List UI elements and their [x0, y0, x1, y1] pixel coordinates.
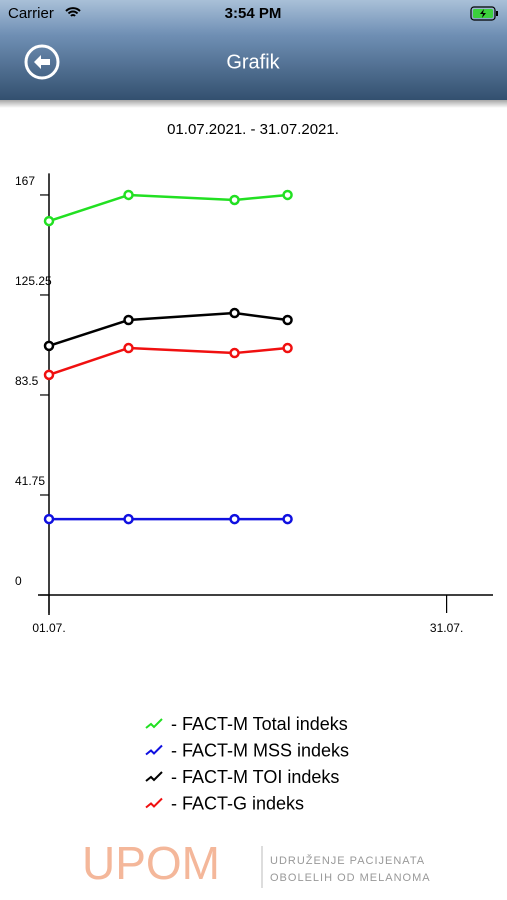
chart-subtitle: 01.07.2021. - 31.07.2021.	[167, 121, 339, 138]
data-point	[282, 314, 293, 326]
data-point	[123, 189, 134, 201]
legend-icon	[145, 771, 163, 782]
data-point	[229, 194, 240, 206]
legend-icon	[145, 797, 163, 809]
y-tick-label: 41.75	[15, 474, 45, 488]
time: 3:54 PM	[225, 5, 282, 22]
y-tick-label: 83.5	[15, 374, 39, 388]
data-point	[43, 215, 55, 227]
data-point	[43, 340, 55, 352]
data-point	[43, 369, 55, 381]
legend-label: - FACT-M MSS indeks	[171, 740, 349, 760]
series-line	[48, 193, 288, 223]
header-title: Grafik	[226, 51, 280, 73]
logo-line: OBOLELIH OD MELANOMA	[270, 872, 431, 884]
logo-line: UDRUŽENJE PACIJENATA	[270, 854, 425, 867]
logo-name: UPOM	[82, 837, 220, 889]
data-point	[229, 307, 240, 319]
legend-label: - FACT-G indeks	[171, 793, 304, 813]
data-point	[229, 513, 240, 525]
data-point	[123, 513, 134, 525]
header-bar	[0, 0, 507, 100]
wifi-icon	[65, 7, 81, 17]
x-tick-label: 31.07.	[430, 621, 463, 635]
data-point	[282, 189, 293, 201]
data-point	[282, 513, 293, 525]
data-point	[123, 342, 134, 354]
data-point	[43, 513, 55, 525]
battery-icon	[470, 6, 498, 21]
y-tick-label: 125.25	[15, 274, 52, 288]
legend-label: - FACT-M TOI indeks	[171, 767, 339, 787]
carrier: Carrier	[8, 5, 54, 22]
x-tick-label: 01.07.	[32, 621, 65, 635]
header-shadow	[0, 100, 507, 108]
y-tick-label: 0	[15, 574, 22, 588]
series-line	[48, 346, 288, 377]
legend-icon	[145, 718, 163, 729]
data-point	[229, 347, 240, 359]
data-point	[123, 314, 134, 326]
series-line	[48, 311, 288, 348]
logo: UPOM UDRUŽENJE PACIJENATA OBOLELIH OD ME…	[82, 837, 431, 889]
legend-icon	[145, 744, 163, 756]
y-tick-label: 167	[15, 174, 35, 188]
back-button[interactable]	[24, 44, 60, 80]
data-point	[282, 342, 293, 354]
legend-label: - FACT-M Total indeks	[171, 714, 348, 734]
